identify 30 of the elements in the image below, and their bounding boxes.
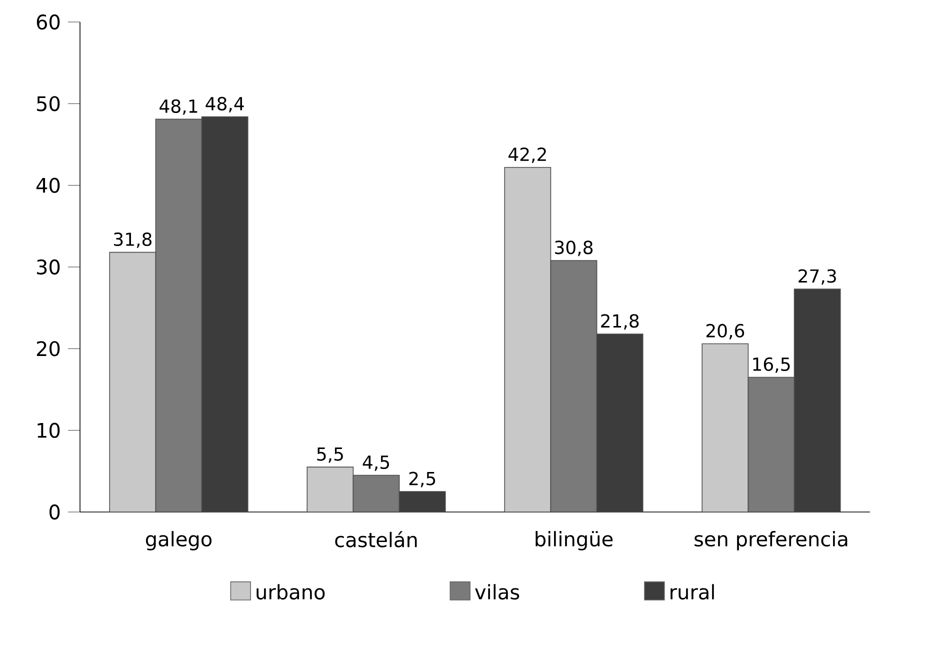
data-label: 16,5 [753, 357, 790, 373]
data-label: 5,5 [317, 447, 343, 463]
x-tick-label: bilingüe [536, 531, 613, 550]
y-tick-label: 10 [38, 422, 60, 438]
bar [794, 288, 841, 512]
legend-label: urbano [256, 584, 325, 600]
bar [201, 116, 248, 512]
y-tick-label: 20 [36, 341, 60, 356]
y-tick-label: 0 [50, 504, 60, 520]
data-label: 27,3 [798, 269, 836, 285]
legend-label: vilas [475, 584, 520, 600]
data-label: 42,2 [508, 148, 546, 163]
data-label: 31,8 [114, 232, 152, 248]
legend-label: rural [670, 584, 714, 600]
x-tick-label: galego [146, 531, 212, 550]
data-label: 48,4 [206, 96, 244, 112]
y-tick-label: 60 [36, 14, 60, 30]
x-tick-label: castelán [335, 531, 417, 548]
x-tick-label: sen preferencia [694, 531, 848, 550]
data-label: 2,5 [409, 472, 436, 488]
bar [398, 491, 446, 512]
data-label: 4,5 [362, 456, 389, 471]
data-label: 21,8 [601, 314, 639, 330]
bar [596, 334, 644, 512]
data-label: 30,8 [555, 240, 593, 256]
y-tick-label: 40 [36, 178, 60, 193]
y-tick-label: 30 [37, 259, 60, 275]
data-label: 20,6 [706, 324, 744, 340]
y-tick-label: 50 [37, 96, 60, 112]
data-label: 48,1 [160, 99, 198, 115]
